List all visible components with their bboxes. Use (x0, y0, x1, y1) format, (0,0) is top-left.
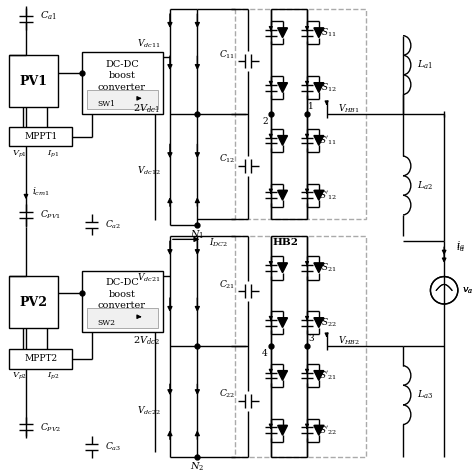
Polygon shape (278, 82, 287, 92)
Text: $S'_{22}$: $S'_{22}$ (319, 424, 338, 437)
Text: DC-DC: DC-DC (105, 60, 139, 69)
Text: $L_{a1}$: $L_{a1}$ (417, 59, 433, 71)
Polygon shape (314, 136, 324, 146)
Text: $V_{dc12}$: $V_{dc12}$ (137, 164, 160, 177)
Text: $v_a$: $v_a$ (462, 285, 473, 296)
Text: $S_{12}$: $S_{12}$ (321, 82, 337, 94)
Polygon shape (314, 28, 324, 37)
Text: converter: converter (98, 83, 146, 92)
Text: $V_{dc22}$: $V_{dc22}$ (137, 404, 160, 417)
Polygon shape (278, 28, 287, 37)
Bar (82, 271, 163, 332)
Text: $S'_{11}$: $S'_{11}$ (319, 134, 337, 147)
Text: SW1: SW1 (97, 100, 115, 108)
Bar (82, 52, 163, 114)
Text: $2V_{dc2}$: $2V_{dc2}$ (133, 335, 160, 347)
Bar (235, 237, 366, 457)
Text: $S'_{12}$: $S'_{12}$ (319, 189, 338, 201)
Polygon shape (278, 371, 287, 381)
Polygon shape (314, 263, 324, 273)
Text: $S_{22}$: $S_{22}$ (321, 316, 337, 329)
Text: MPPT2: MPPT2 (24, 355, 57, 364)
Polygon shape (314, 318, 324, 328)
Text: $C_{PV2}$: $C_{PV2}$ (40, 421, 61, 434)
Text: $S_{21}$: $S_{21}$ (321, 262, 336, 274)
Text: boost: boost (109, 71, 136, 80)
Text: $V_{dc21}$: $V_{dc21}$ (137, 271, 160, 284)
Text: $C_{12}$: $C_{12}$ (219, 153, 235, 165)
Text: boost: boost (109, 290, 136, 299)
Text: $2V_{dc1}$: $2V_{dc1}$ (133, 103, 160, 115)
Text: 4: 4 (262, 349, 268, 358)
Text: $N_1$: $N_1$ (190, 228, 204, 241)
Text: $v_a$: $v_a$ (462, 285, 473, 296)
Text: $C_{21}$: $C_{21}$ (219, 278, 235, 291)
Text: 1: 1 (308, 102, 314, 110)
Polygon shape (314, 371, 324, 381)
Bar (9, 55, 58, 107)
Text: $i_{cm1}$: $i_{cm1}$ (32, 185, 49, 198)
Polygon shape (314, 82, 324, 92)
Bar (9, 349, 72, 369)
Text: $I_{DC2}$: $I_{DC2}$ (209, 236, 228, 248)
Text: $C_{11}$: $C_{11}$ (219, 48, 235, 61)
Bar (87, 308, 158, 328)
Polygon shape (314, 426, 324, 435)
Text: $L_{a3}$: $L_{a3}$ (417, 389, 433, 401)
Bar (235, 9, 366, 219)
Text: $C_{a1}$: $C_{a1}$ (40, 10, 57, 22)
Polygon shape (278, 263, 287, 273)
Text: HB2: HB2 (273, 238, 299, 247)
Text: $L_{a2}$: $L_{a2}$ (417, 179, 433, 192)
Text: $i_a$: $i_a$ (456, 240, 465, 253)
Bar (9, 275, 58, 328)
Text: PV1: PV1 (20, 75, 48, 88)
Text: DC-DC: DC-DC (105, 278, 139, 287)
Text: $N_2$: $N_2$ (190, 460, 205, 473)
Text: $i_a$: $i_a$ (456, 242, 465, 255)
Text: SW2: SW2 (97, 319, 115, 327)
Polygon shape (278, 426, 287, 435)
Text: PV2: PV2 (20, 296, 48, 309)
Text: $I_{p2}$: $I_{p2}$ (47, 370, 60, 381)
Text: $V_{HB1}$: $V_{HB1}$ (338, 103, 360, 115)
Text: $V_{HB2}$: $V_{HB2}$ (338, 335, 361, 347)
Text: MPPT1: MPPT1 (24, 132, 57, 141)
Text: converter: converter (98, 301, 146, 310)
Text: $V_{dc11}$: $V_{dc11}$ (137, 37, 160, 50)
Polygon shape (278, 191, 287, 200)
Bar (9, 127, 72, 146)
Polygon shape (314, 191, 324, 200)
Text: $C_{22}$: $C_{22}$ (219, 388, 235, 401)
Bar (87, 90, 158, 109)
Text: 2: 2 (262, 118, 268, 127)
Text: $C_{a2}$: $C_{a2}$ (105, 219, 121, 231)
Text: $S'_{21}$: $S'_{21}$ (319, 369, 337, 382)
Text: 3: 3 (308, 334, 314, 343)
Text: $I_{p1}$: $I_{p1}$ (47, 148, 59, 159)
Text: $S_{11}$: $S_{11}$ (321, 27, 336, 39)
Polygon shape (278, 318, 287, 328)
Text: $C_{a3}$: $C_{a3}$ (105, 441, 121, 453)
Text: $V_{p1}$: $V_{p1}$ (12, 148, 27, 159)
Text: $C_{PV1}$: $C_{PV1}$ (40, 209, 61, 221)
Text: $V_{p2}$: $V_{p2}$ (12, 370, 27, 381)
Polygon shape (278, 136, 287, 146)
